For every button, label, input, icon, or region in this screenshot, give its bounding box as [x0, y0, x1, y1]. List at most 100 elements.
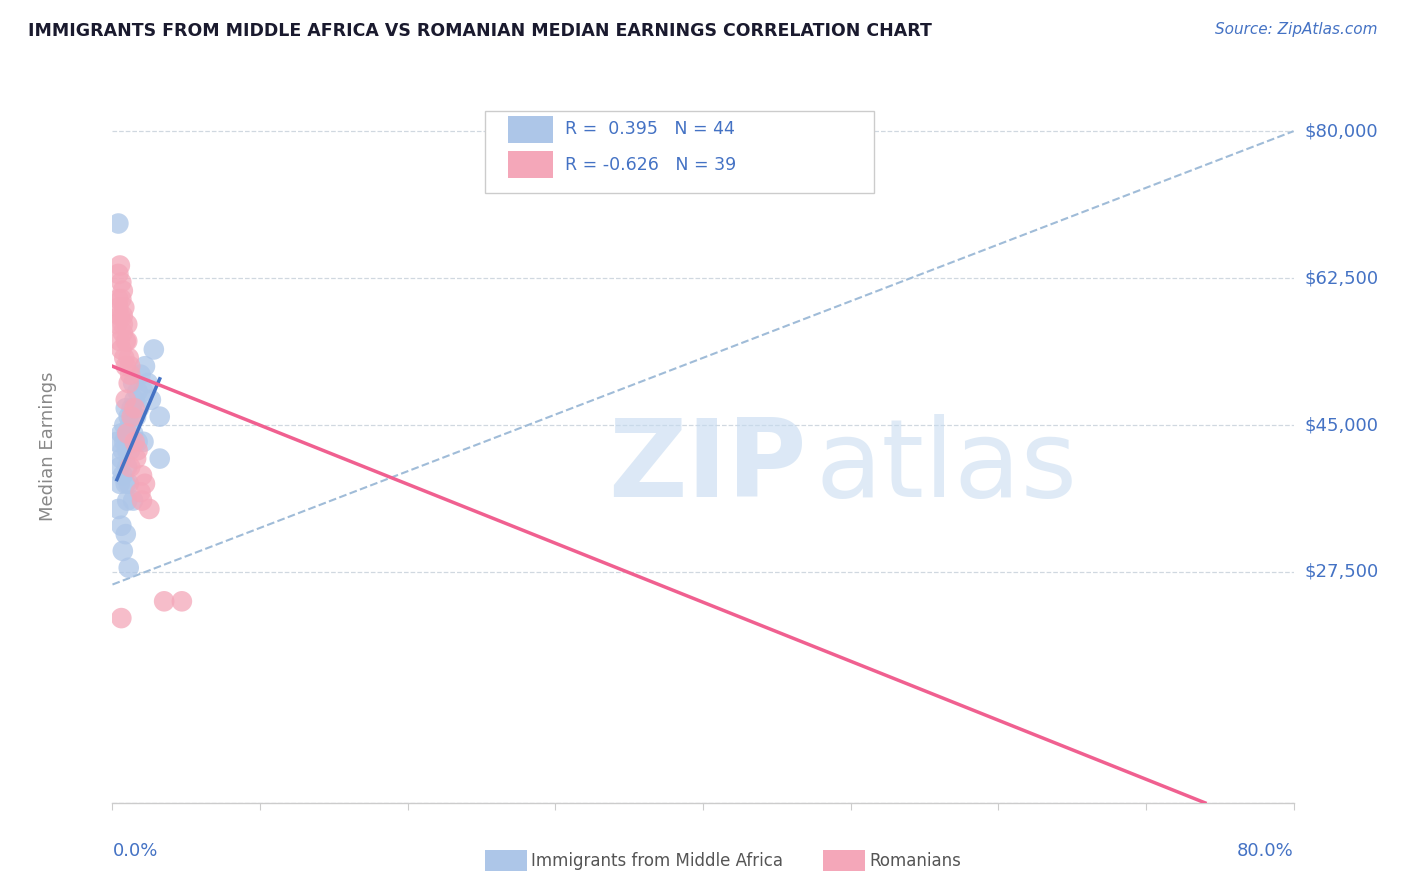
Text: atlas: atlas [815, 415, 1077, 520]
Point [108, 460, 131, 475]
Point [121, 401, 143, 416]
Text: $45,000: $45,000 [1305, 416, 1379, 434]
Text: ZIP: ZIP [609, 415, 807, 520]
Point [118, 476, 141, 491]
FancyBboxPatch shape [485, 111, 875, 193]
Point [114, 359, 136, 374]
Point [120, 460, 142, 475]
Point [129, 368, 152, 382]
Point [110, 343, 132, 357]
Point [149, 451, 172, 466]
Point [117, 493, 138, 508]
Text: Romanians: Romanians [869, 852, 960, 870]
Point [132, 384, 155, 399]
Point [107, 301, 129, 315]
Point [124, 392, 146, 407]
Point [124, 401, 146, 416]
Point [125, 409, 148, 424]
Point [105, 434, 128, 449]
Point [114, 401, 136, 416]
Point [120, 368, 142, 382]
Point [120, 417, 142, 432]
Point [111, 326, 134, 340]
Point [118, 376, 141, 390]
Point [114, 527, 136, 541]
Point [122, 493, 145, 508]
Point [107, 502, 129, 516]
Point [134, 476, 156, 491]
Point [107, 267, 129, 281]
Point [153, 594, 176, 608]
Point [111, 468, 134, 483]
Point [118, 560, 141, 574]
Point [114, 392, 136, 407]
Point [125, 451, 148, 466]
Text: Immigrants from Middle Africa: Immigrants from Middle Africa [531, 852, 783, 870]
Point [111, 544, 134, 558]
Point [118, 409, 141, 424]
Point [108, 259, 131, 273]
Point [112, 351, 135, 365]
Point [127, 384, 149, 399]
Point [105, 318, 128, 332]
Point [132, 434, 155, 449]
Point [138, 502, 160, 516]
Point [117, 426, 138, 441]
Point [170, 594, 193, 608]
Point [117, 443, 138, 458]
FancyBboxPatch shape [508, 116, 553, 143]
Point [139, 392, 162, 407]
Point [122, 376, 145, 390]
Point [114, 334, 136, 348]
Point [107, 292, 129, 306]
Text: IMMIGRANTS FROM MIDDLE AFRICA VS ROMANIAN MEDIAN EARNINGS CORRELATION CHART: IMMIGRANTS FROM MIDDLE AFRICA VS ROMANIA… [28, 22, 932, 40]
Text: $27,500: $27,500 [1305, 563, 1379, 581]
Point [110, 611, 132, 625]
Point [127, 434, 149, 449]
Text: Median Earnings: Median Earnings [38, 371, 56, 521]
Text: 0.0%: 0.0% [112, 842, 157, 860]
Text: $80,000: $80,000 [1305, 122, 1378, 140]
Point [120, 434, 142, 449]
Point [118, 351, 141, 365]
Point [111, 284, 134, 298]
Point [124, 434, 146, 449]
Point [114, 476, 136, 491]
Text: $62,500: $62,500 [1305, 269, 1379, 287]
Point [110, 292, 132, 306]
Point [131, 493, 153, 508]
Point [131, 468, 153, 483]
Point [108, 334, 131, 348]
Point [149, 409, 172, 424]
Point [108, 476, 131, 491]
Point [117, 334, 138, 348]
Point [111, 443, 134, 458]
Point [110, 451, 132, 466]
Point [111, 309, 134, 323]
Text: R =  0.395   N = 44: R = 0.395 N = 44 [565, 120, 735, 138]
Text: 80.0%: 80.0% [1237, 842, 1294, 860]
Point [127, 443, 149, 458]
Point [108, 309, 131, 323]
Point [122, 426, 145, 441]
Point [107, 217, 129, 231]
Point [112, 434, 135, 449]
Point [142, 343, 165, 357]
Point [110, 275, 132, 289]
Point [129, 485, 152, 500]
Text: Source: ZipAtlas.com: Source: ZipAtlas.com [1215, 22, 1378, 37]
Point [136, 376, 159, 390]
Point [121, 409, 143, 424]
Text: R = -0.626   N = 39: R = -0.626 N = 39 [565, 156, 737, 174]
Point [117, 318, 138, 332]
FancyBboxPatch shape [508, 152, 553, 178]
Point [111, 318, 134, 332]
Point [110, 518, 132, 533]
Point [112, 417, 135, 432]
Point [128, 401, 150, 416]
Point [112, 301, 135, 315]
Point [117, 460, 138, 475]
Point [134, 359, 156, 374]
Point [117, 426, 138, 441]
Point [110, 426, 132, 441]
